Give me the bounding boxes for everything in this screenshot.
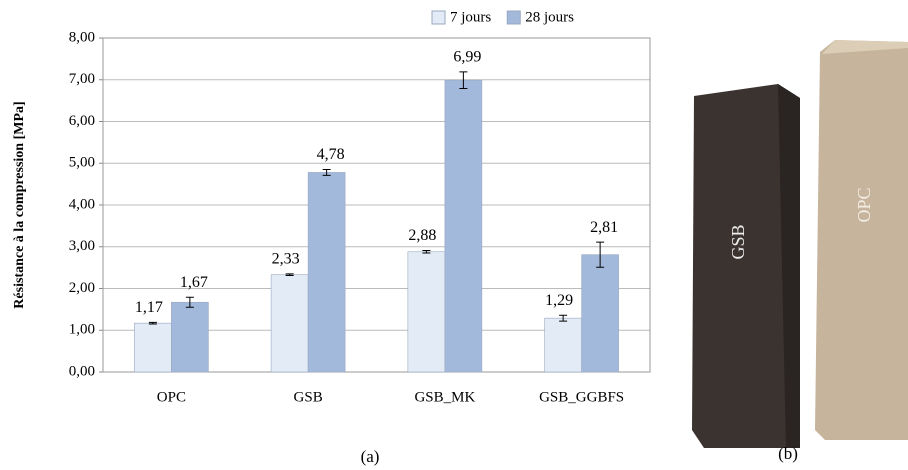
legend-swatch [506,10,521,25]
bar [444,79,483,373]
bar [407,251,446,373]
data-label: 4,78 [317,146,345,163]
bar [544,317,582,373]
data-label: 1,29 [545,292,573,309]
data-label: 2,33 [272,251,300,268]
y-tick-label: 5,00 [69,155,95,171]
y-tick-label: 8,00 [69,29,95,45]
bar [134,322,172,373]
bar [307,172,346,373]
data-label: 1,67 [180,274,208,291]
opc-block [815,40,908,440]
data-label: 2,81 [590,219,618,236]
error-bar [322,169,331,176]
error-bar [596,241,605,268]
error-bar [422,250,431,254]
error-bar [185,296,194,308]
data-label: 1,17 [135,299,163,316]
bar [171,301,209,373]
y-tick-label: 6,00 [69,113,95,129]
y-tick-label: 4,00 [69,196,95,212]
opc-top [822,40,908,54]
y-axis-title: Résistance à la compression [MPa] [12,101,27,308]
x-tick-label: GSB [294,389,323,405]
gsb-side [778,84,800,448]
plot-border [102,37,651,373]
error-bar [459,71,468,90]
x-tick-label: OPC [157,389,186,405]
legend-swatch [431,10,446,25]
caption: (a) [361,447,380,466]
legend-label: 7 jours [450,9,491,25]
bar [270,274,309,373]
photo: GSB OPC [692,40,908,448]
x-tick-label: GSB_GGBFS [539,389,624,405]
y-tick-label: 0,00 [69,363,95,379]
gsb-block [692,84,800,448]
y-tick-label: 7,00 [69,71,95,87]
legend-label: 28 jours [525,9,574,25]
error-bar [148,321,157,325]
caption: (b) [778,444,798,463]
y-tick-label: 2,00 [69,280,95,296]
error-bar [559,314,568,322]
y-tick-label: 1,00 [69,322,95,338]
data-label: 2,88 [408,227,436,244]
error-bar [285,273,294,277]
x-tick-label: GSB_MK [414,389,475,405]
y-tick-label: 3,00 [69,238,95,254]
bar [581,254,619,373]
photo-label: OPC [854,187,874,222]
data-label: 6,99 [453,48,481,65]
photo-label: GSB [728,224,748,259]
